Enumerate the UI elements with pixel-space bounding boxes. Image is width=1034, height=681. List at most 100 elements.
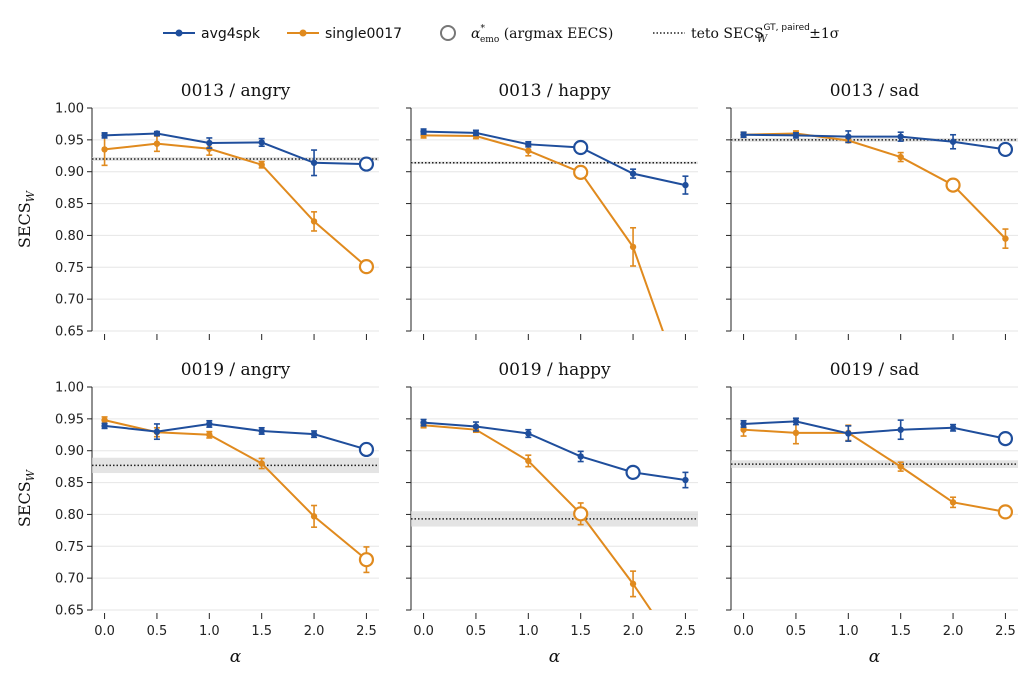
x-tick-label: 1.0 <box>838 624 859 639</box>
data-point-avg4spk <box>949 424 957 431</box>
x-tick-label: 2.5 <box>356 624 377 639</box>
legend-marker-single0017 <box>299 29 307 37</box>
argmax-marker-single0017 <box>573 164 589 180</box>
data-point-avg4spk <box>525 141 532 148</box>
y-tick-label: 0.65 <box>55 604 84 619</box>
x-tick-label: 0.5 <box>147 624 168 639</box>
panel-title: 0013 / happy <box>498 81 611 101</box>
x-tick-label: 2.0 <box>623 624 644 639</box>
argmax-marker-single0017 <box>997 504 1014 520</box>
data-point-avg4spk <box>525 430 532 437</box>
y-tick-label: 0.85 <box>55 197 84 212</box>
series-avg4spk <box>101 419 375 458</box>
series-line-single0017 <box>104 142 368 268</box>
y-tick-label: 0.70 <box>55 293 84 308</box>
data-point-avg4spk <box>792 132 800 139</box>
data-point-avg4spk <box>682 181 689 189</box>
series-line-avg4spk <box>743 133 1006 151</box>
y-tick-label: 0.95 <box>55 133 84 148</box>
x-tick-label: 0.5 <box>466 624 487 639</box>
data-point-single0017 <box>897 463 904 470</box>
argmax-marker-single0017 <box>945 177 961 193</box>
y-tick-label: 0.95 <box>55 412 84 427</box>
panel-0019-sad: 0.0 0.5 1.0 1.5 2.0 2.5 0019 / sad <box>726 360 1018 639</box>
data-point-avg4spk <box>101 132 108 139</box>
series-single0017 <box>740 130 1009 249</box>
panel-0019-happy: 0.0 0.5 1.0 1.5 2.0 2.5 0019 / happy <box>406 360 698 639</box>
argmax-marker-avg4spk <box>997 141 1014 158</box>
data-point-avg4spk <box>792 418 800 425</box>
y-tick-label: 0.75 <box>55 261 84 276</box>
x-tick-label: 0.0 <box>413 624 434 639</box>
data-point-single0017 <box>258 460 265 467</box>
argmax-marker-avg4spk <box>358 441 375 458</box>
y-tick-label: 1.00 <box>55 102 84 117</box>
legend-alpha-tail: (argmax EECS) <box>499 26 613 42</box>
y-axis-label-main: SECS <box>15 481 34 527</box>
series-avg4spk <box>101 130 375 177</box>
y-tick-label: 1.00 <box>55 381 84 396</box>
panel-0013-happy: 0013 / happy <box>406 81 698 340</box>
data-point-single0017 <box>629 580 637 588</box>
data-point-avg4spk <box>101 422 108 430</box>
data-point-single0017 <box>525 147 532 154</box>
legend-ref-sub: W <box>757 34 768 45</box>
series-line-avg4spk <box>423 130 686 187</box>
series-line-single0017 <box>423 424 653 610</box>
panel-title: 0013 / sad <box>830 81 920 101</box>
panel-title: 0019 / angry <box>181 360 291 380</box>
argmax-marker-avg4spk <box>573 139 589 156</box>
data-point-avg4spk <box>420 128 427 135</box>
x-tick-label: 0.0 <box>733 624 754 639</box>
series-single0017 <box>420 421 653 610</box>
series-single0017 <box>420 132 664 331</box>
data-point-single0017 <box>949 499 957 506</box>
data-point-avg4spk <box>420 419 427 426</box>
series-line-avg4spk <box>104 132 367 166</box>
series-single0017 <box>740 421 1014 520</box>
data-point-avg4spk <box>153 428 161 435</box>
series-line-avg4spk <box>104 422 367 451</box>
x-axis-label: α <box>869 647 881 667</box>
panel-0019-angry: 0.65 0.70 0.75 0.80 0.85 0.90 0.95 1.00 0.0 0.5 1.… <box>55 360 379 639</box>
legend-ref-sup: GT, paired <box>764 23 810 33</box>
data-point-single0017 <box>206 431 213 438</box>
argmax-marker-single0017 <box>358 259 375 275</box>
y-tick-label: 0.80 <box>55 508 84 523</box>
panel-title: 0019 / happy <box>498 360 611 380</box>
y-axis-label: SECSW <box>15 189 37 248</box>
x-tick-label: 2.0 <box>304 624 325 639</box>
argmax-marker-avg4spk <box>625 464 641 480</box>
data-point-single0017 <box>310 218 318 225</box>
panel-0013-sad: 0013 / sad <box>726 81 1018 340</box>
x-axis-label: α <box>230 647 242 667</box>
data-point-avg4spk <box>206 420 213 428</box>
legend-ref-prefix: teto SECS <box>691 26 764 42</box>
data-point-single0017 <box>629 243 637 251</box>
series-line-avg4spk <box>743 420 1006 440</box>
y-tick-label: 0.75 <box>55 540 84 555</box>
data-point-avg4spk <box>897 426 904 433</box>
subplot-grid: 0.65 0.70 0.75 0.80 0.85 0.90 0.95 1.00 0013 / a… <box>55 81 1018 639</box>
legend-label-single0017: single0017 <box>325 26 402 42</box>
y-tick-label: 0.80 <box>55 229 84 244</box>
argmax-marker-single0017 <box>573 506 589 522</box>
y-tick-label: 0.65 <box>55 325 84 340</box>
series-avg4spk <box>420 128 689 195</box>
series-line-single0017 <box>423 134 664 331</box>
data-point-avg4spk <box>740 131 747 138</box>
x-axis-label: α <box>549 647 561 667</box>
data-point-avg4spk <box>740 420 747 428</box>
data-point-avg4spk <box>258 139 265 146</box>
x-tick-label: 1.0 <box>199 624 220 639</box>
series-line-single0017 <box>104 419 368 561</box>
y-tick-label: 0.90 <box>55 444 84 459</box>
x-tick-label: 2.5 <box>995 624 1016 639</box>
series-line-single0017 <box>743 428 1006 513</box>
panel-title: 0013 / angry <box>181 81 291 101</box>
x-tick-label: 0.0 <box>94 624 115 639</box>
panel-title: 0019 / sad <box>830 360 920 380</box>
data-point-single0017 <box>897 153 904 161</box>
legend-alpha-sup: * <box>480 24 485 34</box>
